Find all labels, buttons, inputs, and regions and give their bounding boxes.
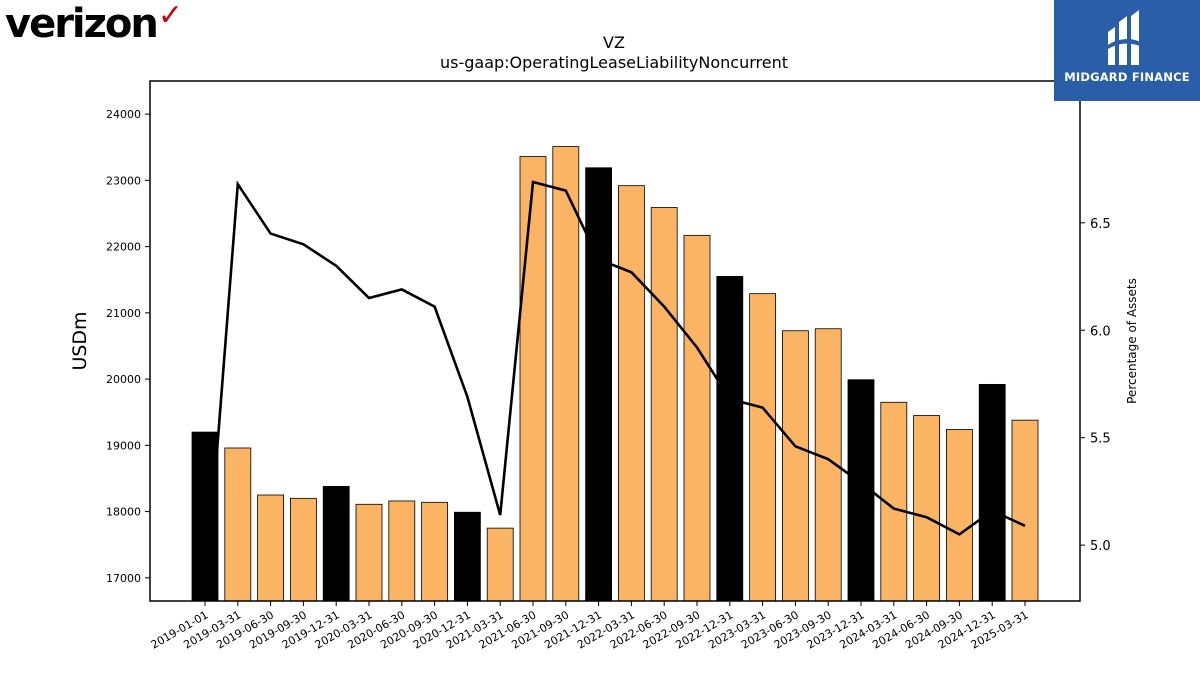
bar — [946, 429, 973, 602]
chart-subtitle: us-gaap:OperatingLeaseLiabilityNoncurren… — [440, 53, 788, 72]
y-tick-label: 20000 — [106, 373, 141, 386]
y2-tick-label: 6.0 — [1090, 324, 1111, 339]
bar — [978, 383, 1006, 602]
midgard-logo-icon — [1106, 10, 1148, 65]
bar — [716, 276, 744, 602]
y-tick-label: 23000 — [106, 174, 141, 187]
bar — [257, 494, 285, 602]
bar — [355, 503, 383, 602]
bar — [618, 185, 645, 602]
bar — [552, 146, 580, 602]
bar — [913, 415, 940, 602]
verizon-logo: verizon ✓ — [5, 0, 184, 47]
y-axis-label: USDm — [69, 311, 91, 370]
y2-tick-label: 6.5 — [1090, 217, 1111, 232]
midgard-finance-name: MIDGARD FINANCE — [1064, 70, 1190, 84]
bar — [782, 330, 809, 602]
bar — [650, 207, 678, 602]
midgard-finance-badge: MIDGARD FINANCE — [1054, 0, 1200, 101]
bar — [683, 234, 711, 602]
bar — [486, 527, 514, 602]
plot-frame — [149, 80, 1081, 602]
y-tick-label: 18000 — [106, 506, 141, 519]
bar — [749, 293, 776, 602]
y-tick-label: 19000 — [106, 439, 141, 452]
y-tick-label: 21000 — [106, 307, 141, 320]
y-tick-label: 17000 — [106, 572, 141, 585]
checkmark-icon: ✓ — [157, 0, 184, 33]
bar — [388, 500, 416, 602]
percentage-line — [204, 180, 1026, 601]
bar — [421, 501, 449, 602]
bar — [289, 497, 317, 602]
bar — [585, 167, 612, 602]
chart-title: VZ — [603, 33, 625, 52]
bar — [519, 156, 547, 602]
bar — [191, 431, 219, 602]
verizon-wordmark: verizon — [5, 1, 159, 47]
line-series — [204, 180, 1026, 601]
bar — [453, 511, 481, 602]
bar — [1011, 419, 1039, 602]
y2-tick-label: 5.0 — [1090, 539, 1111, 554]
y-tick-label: 24000 — [106, 108, 141, 121]
bar — [224, 447, 252, 602]
y2-axis-label: Percentage of Assets — [1125, 278, 1139, 404]
y-tick-label: 22000 — [106, 241, 141, 254]
bars — [191, 146, 1039, 602]
y2-tick-label: 5.5 — [1090, 432, 1111, 447]
bar — [322, 486, 350, 602]
